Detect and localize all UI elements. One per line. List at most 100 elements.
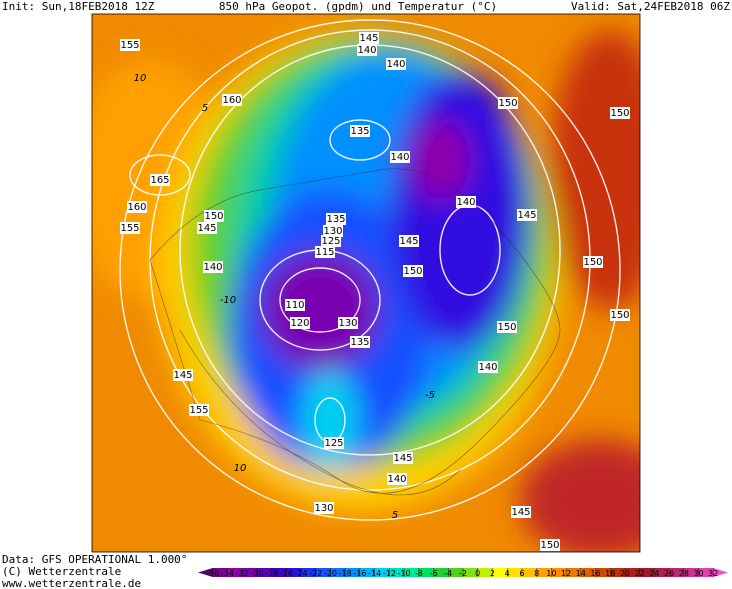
colorbar-label: -22 bbox=[309, 569, 322, 578]
colorbar-swatch bbox=[389, 568, 405, 577]
contour-label: 130 bbox=[314, 503, 333, 514]
contour-label: 165 bbox=[150, 175, 169, 186]
colorbar-swatch bbox=[345, 568, 361, 577]
colorbar-label: 10 bbox=[546, 569, 556, 578]
colorbar-swatch bbox=[286, 568, 302, 577]
colorbar-label: 8 bbox=[534, 569, 539, 578]
label-box bbox=[386, 58, 406, 70]
temperature-label: 5 bbox=[392, 510, 398, 521]
contour-label: 150 bbox=[204, 211, 223, 222]
contour-label: 140 bbox=[386, 59, 405, 70]
label-box bbox=[197, 222, 217, 234]
colorbar-swatch bbox=[212, 568, 228, 577]
colorbar-swatch bbox=[418, 568, 434, 577]
colorbar-label: 30 bbox=[693, 569, 703, 578]
map bbox=[92, 14, 640, 552]
label-box bbox=[350, 125, 370, 137]
colorbar-label: 24 bbox=[649, 569, 659, 578]
label-box bbox=[321, 235, 341, 247]
colorbar-swatch bbox=[271, 568, 287, 577]
contour-label: 145 bbox=[173, 370, 192, 381]
contour-label: 150 bbox=[610, 108, 629, 119]
colorbar-swatch bbox=[477, 568, 493, 577]
colorbar-swatch bbox=[551, 568, 567, 577]
colorbar-swatch bbox=[654, 568, 670, 577]
label-box bbox=[357, 44, 377, 56]
colorbar-swatch bbox=[580, 568, 596, 577]
colorbar-label: 18 bbox=[605, 569, 615, 578]
contour-label: 140 bbox=[387, 474, 406, 485]
colorbar-label: -8 bbox=[415, 569, 423, 578]
contour-label: 135 bbox=[326, 214, 345, 225]
colorbar-label: -6 bbox=[430, 569, 438, 578]
colorbar-label: -30 bbox=[250, 569, 263, 578]
contour-label: 145 bbox=[393, 453, 412, 464]
colorbar-label: -2 bbox=[459, 569, 467, 578]
contour-label: 145 bbox=[197, 223, 216, 234]
colorbar-label: -10 bbox=[398, 569, 411, 578]
colorbar-label: -20 bbox=[324, 569, 337, 578]
colorbar-swatch bbox=[610, 568, 626, 577]
colorbar-swatch bbox=[433, 568, 449, 577]
colorbar-label: -34 bbox=[221, 569, 234, 578]
colorbar-swatch bbox=[359, 568, 375, 577]
colorbar-label: 0 bbox=[475, 569, 480, 578]
colorbar-swatch bbox=[227, 568, 243, 577]
contour-label: 115 bbox=[315, 247, 334, 258]
colorbar-label: 32 bbox=[708, 569, 718, 578]
website: www.wetterzentrale.de bbox=[2, 577, 141, 589]
label-box bbox=[393, 452, 413, 464]
temperature-label: 10 bbox=[134, 73, 147, 84]
label-box bbox=[403, 265, 423, 277]
colorbar-label: -18 bbox=[339, 569, 352, 578]
colorbar-swatch bbox=[374, 568, 390, 577]
contour-label: 140 bbox=[203, 262, 222, 273]
contour-label: 135 bbox=[350, 126, 369, 137]
temperature-label: -10 bbox=[220, 295, 236, 306]
contour-label: 155 bbox=[120, 223, 139, 234]
contour-label: 125 bbox=[321, 236, 340, 247]
valid-time: Valid: Sat,24FEB2018 06Z bbox=[571, 0, 730, 13]
colorbar-label: -14 bbox=[368, 569, 381, 578]
colorbar-swatch bbox=[624, 568, 640, 577]
label-box bbox=[583, 256, 603, 268]
label-box bbox=[120, 39, 140, 51]
colorbar-swatch bbox=[669, 568, 685, 577]
contour-label: 155 bbox=[189, 405, 208, 416]
label-box bbox=[290, 317, 310, 329]
colorbar-label: 22 bbox=[635, 569, 645, 578]
contour-label: 160 bbox=[222, 95, 241, 106]
label-box bbox=[350, 336, 370, 348]
label-box bbox=[323, 225, 343, 237]
colorbar-label: 14 bbox=[576, 569, 586, 578]
copyright: (C) Wetterzentrale bbox=[2, 565, 121, 578]
colorbar-label: -16 bbox=[353, 569, 366, 578]
contour-label: 150 bbox=[540, 540, 559, 551]
colorbar-swatch bbox=[404, 568, 420, 577]
contour-label: 150 bbox=[583, 257, 602, 268]
contour-label: 160 bbox=[127, 202, 146, 213]
map-title: 850 hPa Geopot. (gpdm) und Temperatur (°… bbox=[219, 0, 497, 13]
contour-label: 150 bbox=[403, 266, 422, 277]
colorbar-label: 28 bbox=[679, 569, 689, 578]
label-box bbox=[478, 361, 498, 373]
contour-label: 110 bbox=[285, 300, 304, 311]
contour-label: 145 bbox=[359, 33, 378, 44]
label-box bbox=[390, 151, 410, 163]
label-box bbox=[511, 506, 531, 518]
colorbar-swatch bbox=[595, 568, 611, 577]
colorbar-label: -32 bbox=[236, 569, 249, 578]
colorbar-swatch bbox=[463, 568, 479, 577]
colorbar-swatch bbox=[448, 568, 464, 577]
label-box bbox=[610, 107, 630, 119]
label-box bbox=[314, 502, 334, 514]
label-box bbox=[610, 309, 630, 321]
colorbar-swatch bbox=[639, 568, 655, 577]
label-box bbox=[387, 473, 407, 485]
colorbar-label: -28 bbox=[265, 569, 278, 578]
colorbar-label: 6 bbox=[519, 569, 524, 578]
colorbar-swatch bbox=[521, 568, 537, 577]
contour-label: 140 bbox=[478, 362, 497, 373]
colorbar-label: -12 bbox=[383, 569, 396, 578]
